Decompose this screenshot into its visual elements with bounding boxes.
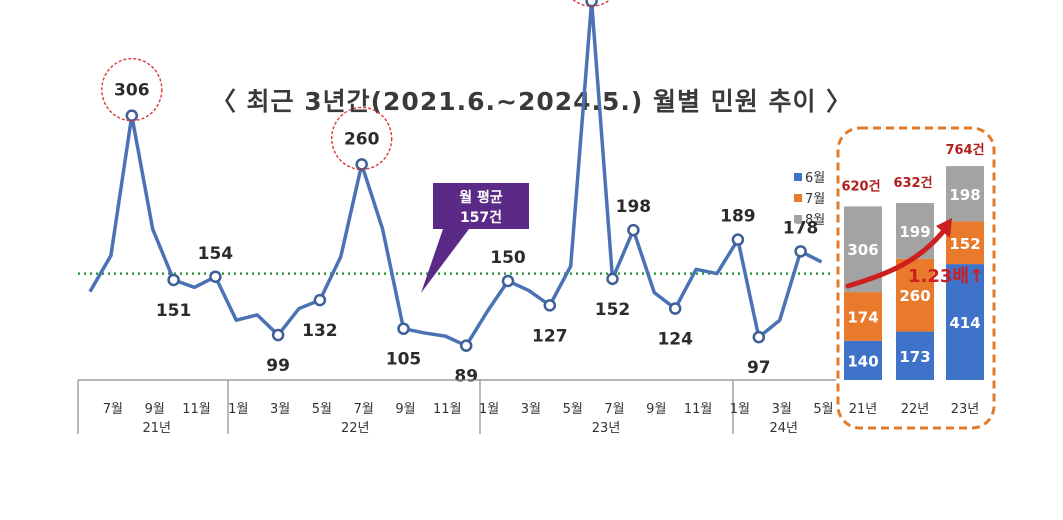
average-callout bbox=[421, 183, 529, 293]
month-tick-label: 7월 bbox=[604, 402, 624, 417]
stacked-bar-chart: 140 174 306 620건 21년 173 260 199 632건 22년 414 152 19… bbox=[794, 126, 996, 430]
bar-total-label: 620건 bbox=[841, 178, 880, 194]
month-tick-label: 9월 bbox=[395, 402, 415, 417]
year-group-label: 23년 bbox=[592, 421, 621, 436]
data-label: 150 bbox=[490, 248, 526, 268]
data-point bbox=[397, 322, 410, 335]
month-tick-label: 5월 bbox=[563, 402, 583, 417]
bar-total-label: 632건 bbox=[893, 175, 932, 191]
month-tick-label: 9월 bbox=[145, 402, 165, 417]
growth-label: 1.23배↑ bbox=[908, 266, 984, 287]
line-chart: 3061511549913226010589150127414152198124… bbox=[78, 0, 834, 387]
data-label: 105 bbox=[386, 350, 422, 370]
growth-arrow bbox=[845, 225, 949, 289]
data-point bbox=[125, 109, 139, 122]
data-label: 127 bbox=[532, 326, 568, 346]
legend-swatch bbox=[794, 194, 802, 202]
bar-segment-label: 414 bbox=[949, 314, 980, 332]
data-label: 306 bbox=[114, 81, 150, 101]
average-callout-value: 157건 bbox=[460, 209, 502, 226]
bar-segment bbox=[896, 258, 934, 332]
month-tick-label: 11월 bbox=[684, 402, 713, 417]
data-point bbox=[731, 233, 745, 246]
data-label: 132 bbox=[302, 321, 338, 341]
legend-label: 7월 bbox=[805, 192, 825, 207]
month-tick-label: 3월 bbox=[772, 402, 792, 417]
data-point bbox=[313, 293, 327, 307]
data-point bbox=[794, 245, 807, 258]
data-point bbox=[627, 223, 640, 237]
bar-segment-label: 152 bbox=[949, 235, 980, 253]
legend-label: 6월 bbox=[805, 171, 825, 186]
highlight-circle bbox=[572, 0, 611, 7]
bar-segment-label: 306 bbox=[847, 241, 878, 259]
month-tick-label: 9월 bbox=[646, 402, 666, 417]
month-tick-label: 5월 bbox=[312, 402, 332, 417]
month-tick-label: 3월 bbox=[521, 402, 541, 417]
data-point bbox=[501, 274, 515, 288]
data-label: 189 bbox=[720, 207, 756, 227]
data-point bbox=[167, 273, 180, 287]
bar-segment-label: 140 bbox=[847, 352, 878, 370]
bar-segment bbox=[946, 166, 984, 222]
data-point bbox=[668, 302, 682, 315]
data-label: 260 bbox=[344, 129, 380, 149]
bar-category-label: 21년 bbox=[849, 402, 878, 417]
bar-segment-label: 173 bbox=[899, 348, 930, 366]
bar-segment bbox=[844, 340, 882, 380]
bar-category-label: 23년 bbox=[951, 402, 980, 417]
month-tick-label: 7월 bbox=[103, 402, 123, 417]
bar-segment bbox=[844, 292, 882, 341]
data-label: 152 bbox=[595, 300, 631, 320]
month-tick-label: 1월 bbox=[479, 402, 499, 417]
year-group-label: 21년 bbox=[142, 421, 171, 436]
data-label: 178 bbox=[783, 218, 819, 238]
bar-segment bbox=[946, 221, 984, 265]
bar-segment-label: 199 bbox=[899, 223, 930, 241]
month-tick-label: 5월 bbox=[813, 402, 833, 417]
legend-swatch bbox=[794, 173, 802, 181]
highlight-circle bbox=[101, 57, 163, 122]
month-tick-label: 11월 bbox=[182, 402, 211, 417]
x-axis: 7월 9월 11월 1월 3월 5월 7월 9월 11월 1월 3월 5월 7월 9월 11월 1월 3월 5월 2… bbox=[77, 379, 836, 436]
bar-segment-label: 198 bbox=[949, 186, 980, 204]
data-label: 89 bbox=[454, 367, 478, 387]
data-point bbox=[752, 330, 766, 344]
bar-segment-label: 260 bbox=[899, 287, 930, 305]
month-tick-label: 1월 bbox=[228, 402, 248, 417]
bar-total-label: 764건 bbox=[945, 142, 984, 158]
series-line bbox=[88, 0, 823, 348]
bar-segment-label: 174 bbox=[847, 308, 878, 326]
bar-category-label: 22년 bbox=[901, 402, 930, 417]
data-point bbox=[606, 272, 619, 286]
legend-label: 8월 bbox=[805, 213, 825, 228]
growth-arrow-head bbox=[936, 218, 952, 238]
year-group-label: 24년 bbox=[769, 421, 798, 436]
chart-title: 〈 최근 3년간(2021.6.~2024.5.) 월별 민원 추이 〉 bbox=[210, 87, 853, 116]
bar-segment bbox=[946, 264, 984, 380]
data-point bbox=[543, 299, 557, 312]
data-label: 198 bbox=[616, 197, 652, 217]
month-tick-label: 3월 bbox=[270, 402, 290, 417]
data-point bbox=[585, 0, 598, 8]
data-label: 154 bbox=[198, 244, 234, 264]
data-point bbox=[209, 270, 222, 284]
legend-swatch bbox=[794, 215, 802, 223]
month-tick-label: 1월 bbox=[730, 402, 750, 417]
highlight-circle bbox=[331, 106, 393, 171]
comparison-box bbox=[836, 126, 996, 430]
data-label: 151 bbox=[156, 301, 192, 321]
data-point bbox=[459, 339, 473, 352]
data-point bbox=[271, 328, 285, 342]
average-callout-label: 월 평균 bbox=[459, 189, 503, 206]
bar-segment bbox=[896, 331, 934, 380]
data-point bbox=[355, 158, 368, 171]
data-label: 97 bbox=[747, 358, 771, 378]
data-label: 124 bbox=[657, 330, 693, 350]
data-label: 99 bbox=[266, 356, 290, 376]
year-group-label: 22년 bbox=[341, 421, 370, 436]
month-tick-label: 7월 bbox=[354, 402, 374, 417]
month-tick-label: 11월 bbox=[433, 402, 462, 417]
